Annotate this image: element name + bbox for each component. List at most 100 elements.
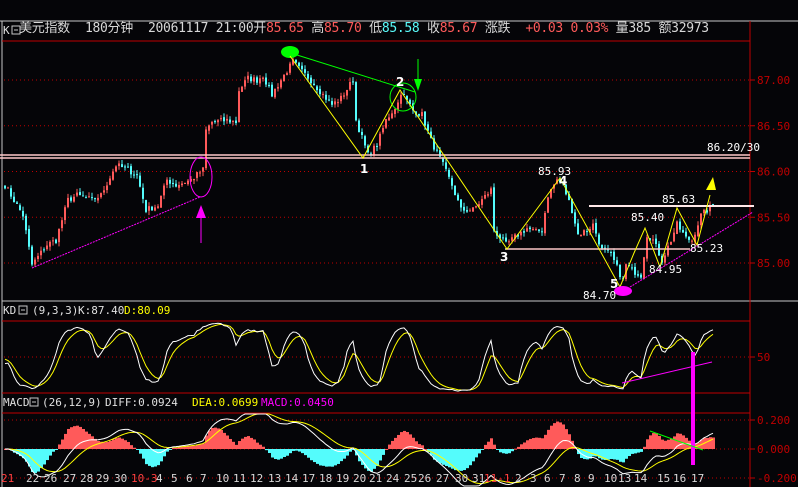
resistance-label: 86.20/30 (707, 141, 760, 154)
macd-bar (451, 449, 454, 469)
macd-bar (364, 449, 367, 469)
candle (517, 234, 519, 237)
macd-bar (553, 423, 556, 449)
macd-bar (619, 449, 622, 462)
date-tick-label: 16 (673, 472, 686, 485)
candle (583, 230, 585, 236)
macd-bar (79, 426, 82, 449)
volume: 量385 (615, 21, 652, 36)
candle (142, 187, 144, 199)
candle (271, 84, 273, 97)
macd-bar (55, 449, 58, 450)
macd-bar (613, 449, 616, 460)
candle (592, 223, 594, 231)
candle (616, 260, 618, 265)
candle (370, 153, 372, 155)
macd-bar (514, 448, 517, 450)
candle (688, 236, 690, 240)
candle (532, 228, 534, 231)
candle (586, 231, 588, 233)
macd-bar (367, 449, 370, 471)
macd-bar (139, 449, 142, 454)
macd-bar (313, 449, 316, 463)
macd-bar (490, 438, 493, 449)
candle (112, 171, 114, 180)
candle (4, 185, 6, 189)
candle (304, 69, 306, 73)
candle (505, 237, 507, 242)
candle (292, 59, 294, 65)
macd-bar (508, 449, 511, 454)
candle (391, 113, 393, 119)
macd-bar (34, 449, 37, 474)
candle (145, 200, 147, 212)
macd-bar (241, 438, 244, 449)
macd-bar (460, 449, 463, 471)
buy-arrow-icon (196, 205, 206, 218)
date-tick-label: 10 (216, 472, 229, 485)
macd-bar (70, 427, 73, 449)
macd-bar (634, 449, 637, 454)
macd-bar (283, 449, 286, 458)
date-tick-label: 21 (1, 472, 14, 485)
candle (25, 215, 27, 231)
candle (514, 234, 516, 239)
candle (376, 145, 378, 147)
macd-bar (346, 449, 349, 456)
macd-bar (145, 449, 148, 465)
candle (274, 88, 276, 98)
change-label: 涨跌 (484, 21, 511, 36)
candle (127, 166, 129, 168)
macd-bar (571, 440, 574, 449)
macd-bar (142, 449, 145, 459)
macd-tick-label: 0.000 (757, 443, 790, 456)
candle (259, 78, 261, 84)
candle (448, 169, 450, 177)
candle (682, 229, 684, 233)
macd-bar (31, 449, 34, 473)
candle (358, 120, 360, 133)
macd-bar (499, 449, 502, 453)
macd-bar (616, 449, 619, 460)
macd-diff-value: DIFF:0.0924 (105, 396, 178, 409)
macd-bar (205, 435, 208, 449)
macd-bar (253, 439, 256, 449)
macd-bar (163, 449, 166, 457)
macd-bar (589, 449, 592, 459)
macd-bar (130, 445, 133, 449)
candle (712, 204, 714, 206)
candle (217, 120, 219, 123)
collapse-macd-icon[interactable] (29, 397, 39, 407)
macd-bar (679, 433, 682, 449)
date-tick-label: 14 (634, 472, 648, 485)
candle (79, 192, 81, 195)
candle (340, 95, 342, 102)
date-tick-label: 2 (515, 472, 522, 485)
macd-bar (565, 429, 568, 449)
macd-dea-line (4, 413, 714, 485)
macd-bar (403, 430, 406, 449)
candle (211, 121, 213, 125)
date-tick-label: 27 (436, 472, 449, 485)
macd-bar (496, 449, 499, 450)
candle (7, 187, 9, 189)
collapse-kd-icon[interactable] (18, 305, 28, 315)
macd-bar (394, 437, 397, 449)
candle (469, 210, 471, 212)
macd-bar (361, 449, 364, 465)
candle (493, 187, 495, 231)
macd-bar (220, 429, 223, 449)
macd-bar (73, 426, 76, 449)
candle (355, 82, 357, 121)
macd-bar (22, 449, 25, 459)
macd-bar (658, 435, 661, 449)
candle (475, 206, 477, 208)
candle (157, 206, 159, 208)
collapse-k-icon[interactable] (11, 25, 21, 35)
candle (667, 245, 669, 256)
macd-bar (541, 438, 544, 449)
macd-bar (646, 439, 649, 449)
candle (289, 63, 291, 73)
macd-bar (97, 440, 100, 449)
